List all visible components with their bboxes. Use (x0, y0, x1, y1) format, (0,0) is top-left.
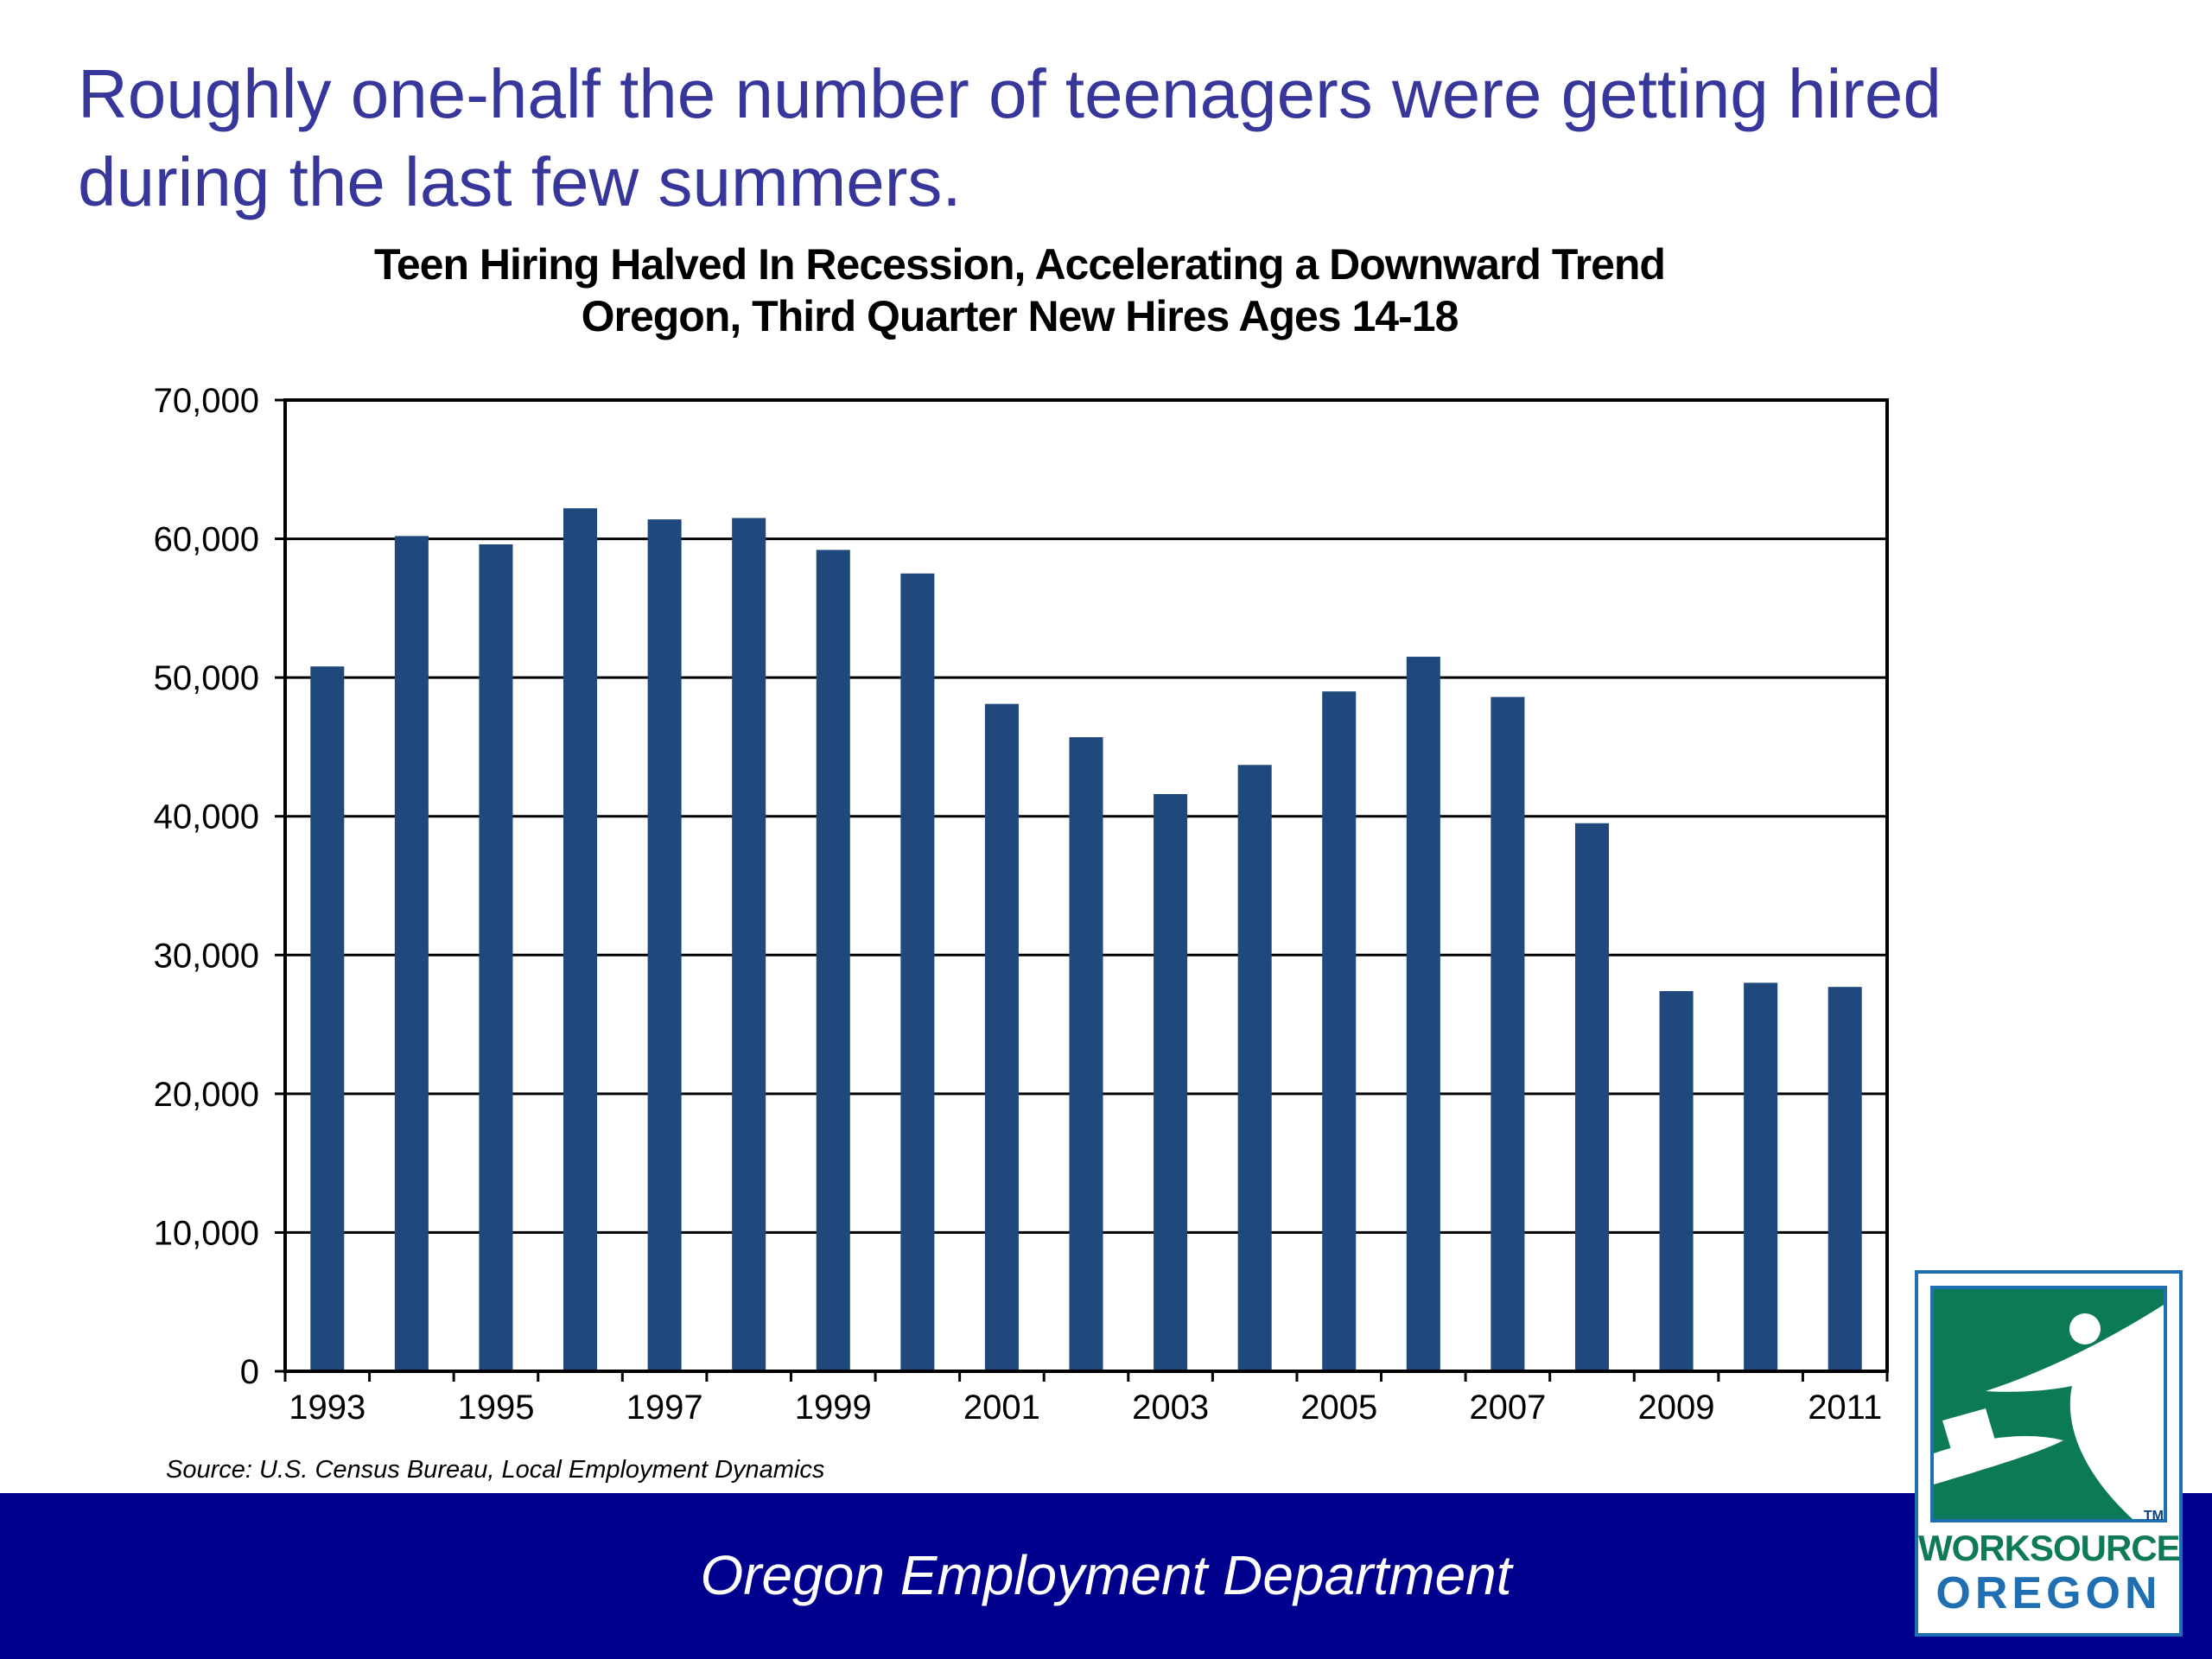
y-tick-label: 40,000 (154, 798, 259, 836)
y-tick-label: 30,000 (154, 937, 259, 975)
bar-2000 (900, 573, 935, 1371)
tick-labels: 0 10,000 20,000 30,000 40,000 50,000 60,000 70,… (154, 382, 1883, 1427)
logo-trademark: TM (2143, 1509, 2164, 1523)
x-tick-label: 2011 (1808, 1389, 1882, 1427)
chart-title: Teen Hiring Halved In Recession, Acceler… (374, 240, 1666, 289)
x-tick-label: 2003 (1132, 1389, 1209, 1427)
footer-bar (0, 1493, 2212, 1659)
logo-oregon-text: OREGON (1936, 1568, 2162, 1618)
x-tick-label: 1997 (626, 1389, 703, 1427)
bar-2005 (1322, 691, 1357, 1371)
bar-2002 (1069, 737, 1103, 1371)
bar-2010 (1744, 982, 1778, 1371)
axes (275, 398, 1889, 1382)
logo-worksource-text: WORKSOURCE (1918, 1528, 2181, 1568)
bar-2004 (1237, 765, 1272, 1371)
bar-1997 (647, 519, 682, 1371)
bar-2011 (1827, 987, 1862, 1371)
x-tick-label: 2009 (1638, 1389, 1715, 1427)
bar-2006 (1406, 657, 1440, 1371)
y-tick-label: 0 (240, 1353, 259, 1391)
bar-2001 (984, 703, 1019, 1371)
y-tick-label: 60,000 (154, 521, 259, 559)
bar-2009 (1659, 991, 1694, 1371)
x-tick-label: 2007 (1469, 1389, 1546, 1427)
y-tick-label: 10,000 (154, 1214, 259, 1252)
bar-1996 (563, 508, 598, 1371)
chart-subtitle: Oregon, Third Quarter New Hires Ages 14-… (581, 292, 1459, 340)
bar-1998 (732, 518, 766, 1371)
footer-text: Oregon Employment Department (700, 1544, 1512, 1606)
worksource-oregon-logo: TM WORKSOURCE OREGON (1915, 1270, 2183, 1637)
slide-headline: Roughly one-half the number of teenagers… (78, 55, 1942, 220)
running-figure-icon (1934, 1305, 2164, 1519)
chart-title-block: Teen Hiring Halved In Recession, Acceler… (156, 238, 1884, 342)
source-note: Source: U.S. Census Bureau, Local Employ… (166, 1456, 825, 1484)
y-tick-label: 20,000 (154, 1076, 259, 1114)
x-tick-label: 1999 (795, 1389, 872, 1427)
y-tick-label: 70,000 (154, 382, 259, 420)
bar-2007 (1491, 696, 1525, 1371)
plot-frame (283, 398, 1889, 1373)
bar-1993 (310, 666, 345, 1371)
bar-1999 (816, 550, 850, 1371)
bar-1995 (479, 543, 513, 1371)
x-tick-label: 2005 (1300, 1389, 1377, 1427)
x-tick-label: 1995 (457, 1389, 534, 1427)
bar-2008 (1574, 823, 1609, 1371)
x-tick-label: 2001 (963, 1389, 1040, 1427)
logo-emblem (1930, 1286, 2167, 1522)
y-tick-label: 50,000 (154, 659, 259, 697)
bar-1994 (394, 536, 429, 1371)
x-tick-label: 1993 (289, 1389, 365, 1427)
bars (310, 508, 1862, 1371)
bar-2003 (1154, 794, 1188, 1371)
